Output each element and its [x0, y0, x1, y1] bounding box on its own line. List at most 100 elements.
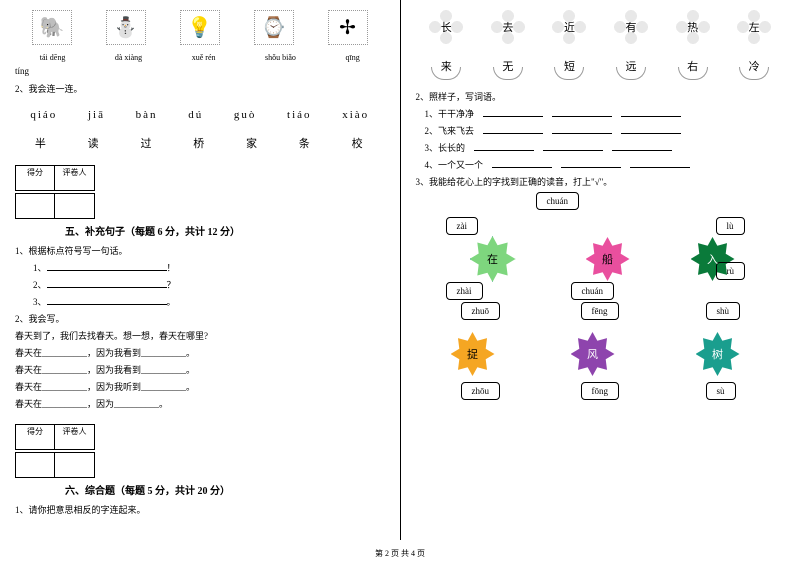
- section-6-title: 六、综合题（每题 5 分，共计 20 分）: [65, 482, 385, 497]
- pinyin-row-2: qiáo jiā bàn dú guò tiáo xiào: [15, 109, 385, 121]
- pinyin-3: xuě rén: [192, 53, 216, 62]
- pinyin-2: dà xiàng: [115, 53, 142, 62]
- star-feng: 风: [571, 332, 615, 376]
- star-chuan: 船: [586, 237, 630, 281]
- snowman-icon: ⛄: [106, 10, 146, 45]
- cup-6: 冷: [737, 52, 771, 80]
- py-2: jiā: [88, 109, 105, 121]
- q2-connect-label: 2、我会连一连。: [15, 82, 385, 95]
- cluster-row-2: zhuō fēng shù 捉 风 树 zhōu fōng sù: [416, 302, 786, 412]
- score-box-blank-5: [15, 193, 95, 219]
- spring-4[interactable]: 春天在__________，因为__________。: [15, 397, 385, 410]
- star-zhuo: 捉: [451, 332, 495, 376]
- q6-1-label: 1、请你把意思相反的字连起来。: [15, 503, 385, 516]
- ex2[interactable]: 2、飞来飞去: [416, 124, 786, 137]
- grader-blank[interactable]: [55, 194, 94, 218]
- grader-label: 评卷人: [55, 166, 94, 190]
- score-box-blank-6: [15, 452, 95, 478]
- py-1: qiáo: [30, 109, 57, 121]
- right-column: 长 去 近 有 热 左 来 无 短 远 右 冷 2、照样子，写词语。 1、干干净…: [401, 0, 800, 540]
- grader-blank-6[interactable]: [55, 453, 94, 477]
- badge-feng[interactable]: fēng: [581, 302, 619, 320]
- pinyin-5: qīng: [345, 53, 359, 62]
- ch-2: 读: [88, 135, 101, 151]
- blank-line-1[interactable]: 1、！: [15, 261, 385, 274]
- spring-1[interactable]: 春天在__________，因为我看到__________。: [15, 346, 385, 359]
- badge-lu[interactable]: lù: [716, 217, 745, 235]
- badge-chuan2[interactable]: chuán: [571, 282, 615, 300]
- pinyin-1: tái dēng: [40, 53, 66, 62]
- cup-5: 右: [676, 52, 710, 80]
- q5-1-label: 1、根据标点符号写一句话。: [15, 244, 385, 257]
- q5-2-label: 2、我会写。: [15, 312, 385, 325]
- badge-zhuo[interactable]: zhuō: [461, 302, 501, 320]
- badge-zhai[interactable]: zhài: [446, 282, 483, 300]
- punct-3: 。: [167, 297, 176, 307]
- badge-zai[interactable]: zài: [446, 217, 479, 235]
- blank-line-3[interactable]: 3、。: [15, 295, 385, 308]
- pinyin-labels: tái dēng dà xiàng xuě rén shǒu biǎo qīng: [15, 53, 385, 62]
- ch-1: 半: [35, 135, 48, 151]
- punct-2: ？: [167, 280, 176, 290]
- score-box-5: 得分 评卷人: [15, 165, 95, 191]
- cup-1: 来: [429, 52, 463, 80]
- ch-3: 过: [140, 135, 153, 151]
- page-footer: 第 2 页 共 4 页: [0, 548, 800, 559]
- elephant-icon: 🐘: [32, 10, 72, 45]
- badge-zhou[interactable]: zhōu: [461, 382, 501, 400]
- badge-su[interactable]: sù: [706, 382, 736, 400]
- blank-line-2[interactable]: 2、？: [15, 278, 385, 291]
- py-4: dú: [188, 109, 203, 121]
- spring-prompt: 春天到了，我们去找春天。想一想，春天在哪里?: [15, 329, 385, 342]
- cup-row: 来 无 短 远 右 冷: [416, 52, 786, 80]
- ex3[interactable]: 3、长长的: [416, 141, 786, 154]
- lamp-icon: 💡: [180, 10, 220, 45]
- cup-2: 无: [491, 52, 525, 80]
- char-row-2: 半 读 过 桥 家 条 校: [15, 135, 385, 151]
- py-7: xiào: [342, 109, 369, 121]
- rq3-label: 3、我能给花心上的字找到正确的读音，打上"√"。: [416, 175, 786, 188]
- score-blank[interactable]: [16, 194, 55, 218]
- flower-3: 近: [552, 10, 586, 44]
- ch-7: 校: [352, 135, 365, 151]
- badge-chuan[interactable]: chuán: [536, 192, 580, 210]
- ch-4: 桥: [193, 135, 206, 151]
- pinyin-last: tíng: [15, 66, 385, 76]
- ch-5: 家: [246, 135, 259, 151]
- flower-6: 左: [737, 10, 771, 44]
- rq2-label: 2、照样子，写词语。: [416, 90, 786, 103]
- left-column: 🐘 ⛄ 💡 ⌚ ✢ tái dēng dà xiàng xuě rén shǒu…: [0, 0, 401, 540]
- flower-5: 热: [676, 10, 710, 44]
- score-blank-6[interactable]: [16, 453, 55, 477]
- spring-2[interactable]: 春天在__________，因为我看到__________。: [15, 363, 385, 376]
- ch-6: 条: [299, 135, 312, 151]
- badge-ru[interactable]: rù: [716, 262, 746, 280]
- cup-3: 短: [552, 52, 586, 80]
- ex1[interactable]: 1、干干净净: [416, 107, 786, 120]
- cup-4: 远: [614, 52, 648, 80]
- star-zai: 在: [471, 237, 515, 281]
- flower-2: 去: [491, 10, 525, 44]
- pinyin-4: shǒu biǎo: [265, 53, 296, 62]
- score-label: 得分: [16, 166, 55, 190]
- worksheet-page: 🐘 ⛄ 💡 ⌚ ✢ tái dēng dà xiàng xuě rén shǒu…: [0, 0, 800, 540]
- spring-3[interactable]: 春天在__________，因为我听到__________。: [15, 380, 385, 393]
- grader-label-6: 评卷人: [55, 425, 94, 449]
- punct-1: ！: [167, 263, 176, 273]
- watch-icon: ⌚: [254, 10, 294, 45]
- py-3: bàn: [136, 109, 158, 121]
- flower-1: 长: [429, 10, 463, 44]
- flower-row: 长 去 近 有 热 左: [416, 10, 786, 44]
- score-box-6: 得分 评卷人: [15, 424, 95, 450]
- icons-row: 🐘 ⛄ 💡 ⌚ ✢: [15, 10, 385, 45]
- py-6: tiáo: [287, 109, 312, 121]
- section-5-title: 五、补充句子（每题 6 分，共计 12 分）: [65, 223, 385, 238]
- star-shu: 树: [696, 332, 740, 376]
- dragonfly-icon: ✢: [328, 10, 368, 45]
- flower-4: 有: [614, 10, 648, 44]
- ex4[interactable]: 4、一个又一个: [416, 158, 786, 171]
- score-label-6: 得分: [16, 425, 55, 449]
- badge-fong[interactable]: fōng: [581, 382, 620, 400]
- py-5: guò: [234, 109, 257, 121]
- badge-shu[interactable]: shù: [706, 302, 741, 320]
